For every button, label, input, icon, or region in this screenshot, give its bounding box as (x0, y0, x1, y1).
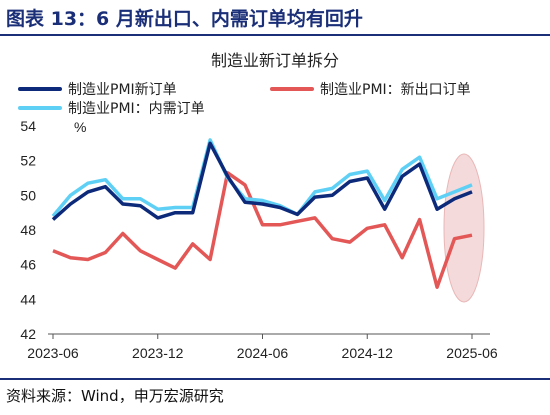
y-tick-label: 54 (20, 118, 36, 134)
series-line-new-orders (51, 141, 473, 221)
legend-label-new-orders: 制造业PMI新订单 (68, 82, 177, 98)
series-lines (51, 138, 473, 289)
y-tick-label: 48 (20, 222, 36, 238)
y-axis-unit: % (74, 119, 86, 135)
x-tick-label: 2023-12 (132, 345, 184, 361)
x-tick-label: 2025-06 (446, 345, 498, 361)
legend-swatch-new-orders (18, 87, 62, 91)
source-bar: 资料来源：Wind，申万宏源研究 (0, 378, 550, 415)
title-bar: 图表 13：6 月新出口、内需订单均有回升 (0, 0, 550, 36)
legend-label-domestic-orders: 制造业PMI：内需订单 (68, 101, 205, 117)
series-line-domestic-orders (51, 138, 473, 218)
y-tick-label: 46 (20, 257, 36, 273)
highlight-ellipse (443, 153, 485, 303)
x-tick-label: 2023-06 (27, 345, 79, 361)
x-tick-label: 2024-06 (237, 345, 289, 361)
legend-swatch-export-orders (270, 87, 314, 91)
y-tick-label: 42 (20, 326, 36, 342)
y-tick-label: 52 (20, 153, 36, 169)
figure-title: 图表 13：6 月新出口、内需订单均有回升 (6, 8, 363, 30)
y-tick-label: 44 (20, 291, 36, 307)
legend-label-export-orders: 制造业PMI：新出口订单 (320, 82, 471, 98)
y-tick-label: 50 (20, 187, 36, 203)
y-axis-ticks: 42 44 46 48 50 52 54 (20, 118, 36, 342)
x-axis-ticks: 2023-06 2023-12 2024-06 2024-12 2025-06 (27, 334, 498, 361)
series-line-export-orders (52, 171, 473, 289)
chart-title: 制造业新订单拆分 (210, 51, 339, 70)
x-tick-label: 2024-12 (342, 345, 394, 361)
source-note: 资料来源：Wind，申万宏源研究 (6, 387, 224, 405)
legend-swatch-domestic-orders (18, 106, 62, 110)
